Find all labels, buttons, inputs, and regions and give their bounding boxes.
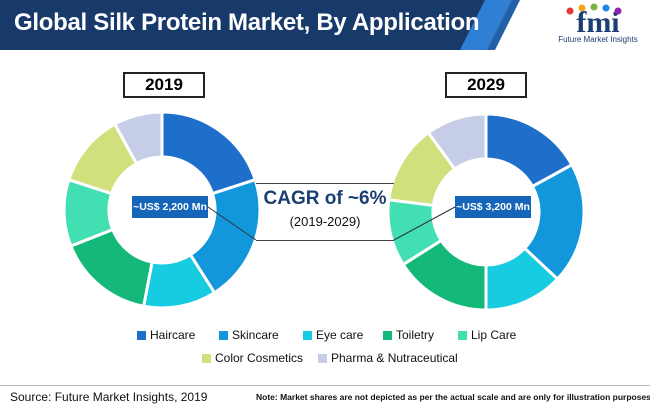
legend-swatch bbox=[137, 331, 146, 340]
center-value-2029: ~US$ 3,200 Mn bbox=[455, 196, 531, 218]
header-background bbox=[0, 0, 650, 50]
fmi-logo: fmi Future Market Insights bbox=[548, 3, 648, 49]
cagr-title: CAGR of ~6% bbox=[263, 188, 387, 209]
legend-label: Eye care bbox=[316, 328, 364, 342]
footer-divider bbox=[0, 385, 650, 386]
legend-label: Pharma & Nutraceutical bbox=[331, 351, 458, 365]
donut-chart-2019 bbox=[62, 110, 262, 310]
header-banner: Global Silk Protein Market, By Applicati… bbox=[0, 0, 650, 50]
footer-note: Note: Market shares are not depicted as … bbox=[256, 392, 650, 402]
legend-swatch bbox=[458, 331, 467, 340]
logo-subtitle: Future Market Insights bbox=[558, 35, 638, 44]
donut-slice-pharma-nutraceutical bbox=[426, 112, 488, 172]
footer: Source: Future Market Insights, 2019 Not… bbox=[0, 385, 650, 409]
year-label-2019: 2019 bbox=[123, 72, 205, 98]
legend-swatch bbox=[219, 331, 228, 340]
donut-slice-pharma-nutraceutical bbox=[112, 110, 164, 166]
legend-swatch bbox=[303, 331, 312, 340]
footer-source: Source: Future Market Insights, 2019 bbox=[10, 390, 208, 404]
fmi-logo-mark: fmi bbox=[566, 3, 622, 35]
legend-label: Color Cosmetics bbox=[215, 351, 304, 365]
legend-swatch bbox=[202, 354, 211, 363]
year-label-2029: 2029 bbox=[445, 72, 527, 98]
center-value-2019: ~US$ 2,200 Mn bbox=[132, 196, 208, 218]
cagr-panel: CAGR of ~6% (2019-2029) bbox=[256, 183, 394, 241]
legend-swatch bbox=[318, 354, 327, 363]
cagr-period: (2019-2029) bbox=[289, 214, 361, 229]
legend-label: Lip Care bbox=[471, 328, 517, 342]
donut-slice-haircare bbox=[160, 110, 258, 196]
legend-label: Toiletry bbox=[396, 328, 435, 342]
legend-label: Skincare bbox=[232, 328, 279, 342]
legend-swatch bbox=[383, 331, 392, 340]
page-title: Global Silk Protein Market, By Applicati… bbox=[14, 9, 480, 36]
legend-label: Haircare bbox=[150, 328, 196, 342]
